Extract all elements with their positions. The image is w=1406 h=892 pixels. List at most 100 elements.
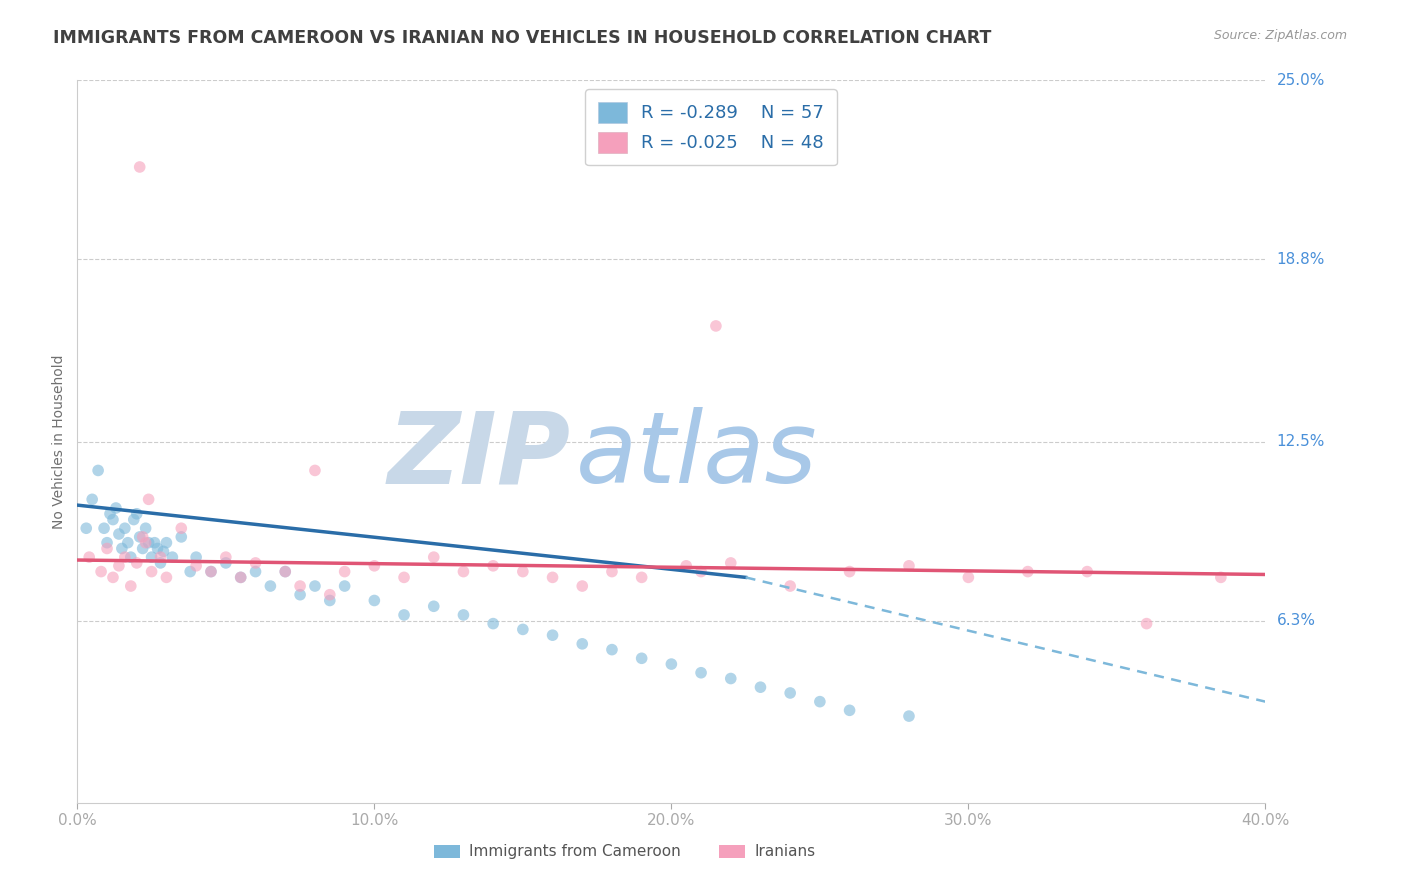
Point xyxy=(125,556,148,570)
Text: Immigrants from Cameroon: Immigrants from Cameroon xyxy=(470,844,681,859)
Point xyxy=(779,579,801,593)
Point xyxy=(392,607,415,622)
Point xyxy=(90,565,112,579)
Point xyxy=(779,686,801,700)
Point xyxy=(288,588,311,602)
Point xyxy=(630,651,652,665)
Point xyxy=(720,672,742,686)
Point xyxy=(482,558,505,573)
Point xyxy=(720,556,742,570)
Point xyxy=(141,565,163,579)
Point xyxy=(229,570,252,584)
Point xyxy=(690,565,713,579)
Point xyxy=(114,521,136,535)
Point xyxy=(186,550,208,565)
Point xyxy=(135,535,157,549)
Point xyxy=(288,579,311,593)
Point xyxy=(453,565,475,579)
Point xyxy=(957,570,980,584)
Point xyxy=(453,607,475,622)
Point xyxy=(1076,565,1098,579)
Point xyxy=(98,507,121,521)
Point xyxy=(117,535,139,549)
Point xyxy=(363,593,385,607)
Point xyxy=(108,527,131,541)
Point xyxy=(200,565,222,579)
Point xyxy=(101,570,124,584)
Point xyxy=(319,588,342,602)
Point xyxy=(304,579,326,593)
Text: Source: ZipAtlas.com: Source: ZipAtlas.com xyxy=(1213,29,1347,42)
Point xyxy=(1209,570,1232,584)
Point xyxy=(571,637,593,651)
Point xyxy=(122,512,145,526)
Point xyxy=(135,521,157,535)
Point xyxy=(87,463,110,477)
Y-axis label: No Vehicles in Household: No Vehicles in Household xyxy=(52,354,66,529)
Point xyxy=(304,463,326,477)
Point xyxy=(120,579,142,593)
Point xyxy=(512,623,534,637)
FancyBboxPatch shape xyxy=(434,845,460,858)
FancyBboxPatch shape xyxy=(718,845,745,858)
Point xyxy=(131,530,153,544)
Legend: R = -0.289    N = 57, R = -0.025    N = 48: R = -0.289 N = 57, R = -0.025 N = 48 xyxy=(585,89,837,165)
Point xyxy=(392,570,415,584)
Text: ZIP: ZIP xyxy=(388,408,571,505)
Point xyxy=(423,599,446,614)
Point xyxy=(131,541,153,556)
Point xyxy=(838,703,860,717)
Point xyxy=(200,565,222,579)
Point xyxy=(128,160,150,174)
Point xyxy=(155,535,177,549)
Point xyxy=(104,501,127,516)
Point xyxy=(128,530,150,544)
Point xyxy=(482,616,505,631)
Point xyxy=(120,550,142,565)
Point xyxy=(541,628,564,642)
Text: 6.3%: 6.3% xyxy=(1277,613,1316,628)
Point xyxy=(600,565,623,579)
Point xyxy=(808,695,831,709)
Point xyxy=(143,535,166,549)
Point xyxy=(108,558,131,573)
Point xyxy=(363,558,385,573)
Point xyxy=(146,541,169,556)
Point xyxy=(571,579,593,593)
Point xyxy=(170,530,193,544)
Point xyxy=(114,550,136,565)
Point xyxy=(138,492,160,507)
Point xyxy=(82,492,104,507)
Point xyxy=(215,550,238,565)
Point xyxy=(101,512,124,526)
Point xyxy=(96,541,118,556)
Point xyxy=(675,558,697,573)
Point xyxy=(215,556,238,570)
Point xyxy=(333,565,356,579)
Point xyxy=(838,565,860,579)
Text: 25.0%: 25.0% xyxy=(1277,73,1324,87)
Point xyxy=(274,565,297,579)
Point xyxy=(423,550,446,565)
Point xyxy=(630,570,652,584)
Point xyxy=(749,680,772,694)
Point xyxy=(141,550,163,565)
Point xyxy=(898,709,921,723)
Point xyxy=(186,558,208,573)
Point xyxy=(162,550,184,565)
Point xyxy=(600,642,623,657)
Point xyxy=(245,556,267,570)
Point xyxy=(179,565,201,579)
Point xyxy=(149,550,172,565)
Point xyxy=(333,579,356,593)
Point xyxy=(245,565,267,579)
Point xyxy=(149,556,172,570)
Point xyxy=(152,544,174,558)
Point xyxy=(512,565,534,579)
Point xyxy=(690,665,713,680)
Point xyxy=(319,593,342,607)
Point xyxy=(274,565,297,579)
Point xyxy=(96,535,118,549)
Text: 12.5%: 12.5% xyxy=(1277,434,1324,449)
Point xyxy=(1136,616,1159,631)
